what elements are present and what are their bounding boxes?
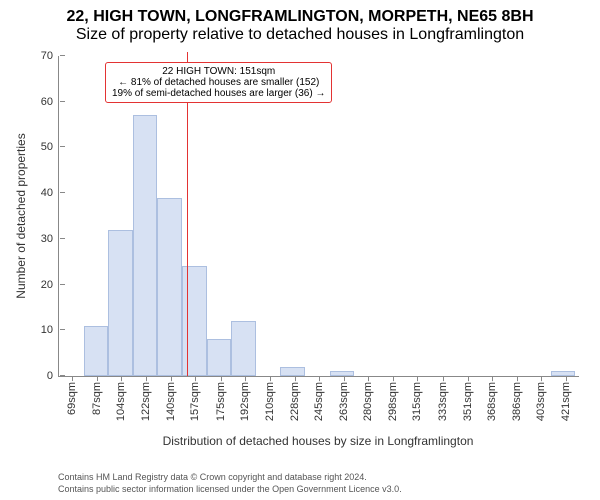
- x-tick: 403sqm: [535, 382, 547, 421]
- x-tick: 157sqm: [189, 382, 201, 421]
- plot-area: 01020304050607069sqm87sqm104sqm122sqm140…: [58, 56, 579, 377]
- x-tick: 140sqm: [165, 382, 177, 421]
- x-tick: 280sqm: [362, 382, 374, 421]
- x-tick: 386sqm: [511, 382, 523, 421]
- y-tick: 0: [47, 370, 59, 382]
- x-tick: 104sqm: [115, 382, 127, 421]
- annotation-box: 22 HIGH TOWN: 151sqm← 81% of detached ho…: [105, 62, 332, 103]
- x-tick: 315sqm: [411, 382, 423, 421]
- histogram-bar: [231, 321, 256, 376]
- x-tick: 228sqm: [289, 382, 301, 421]
- x-axis-label: Distribution of detached houses by size …: [58, 434, 578, 448]
- x-tick: 263sqm: [338, 382, 350, 421]
- y-tick: 50: [41, 141, 59, 153]
- histogram-bar: [207, 339, 232, 376]
- histogram-bar: [84, 326, 109, 376]
- histogram-bar: [108, 230, 133, 376]
- y-tick: 30: [41, 233, 59, 245]
- x-tick: 351sqm: [462, 382, 474, 421]
- chart-subtitle: Size of property relative to detached ho…: [0, 26, 600, 44]
- x-tick: 421sqm: [560, 382, 572, 421]
- histogram-bar: [133, 115, 158, 376]
- x-tick: 368sqm: [486, 382, 498, 421]
- x-tick: 333sqm: [437, 382, 449, 421]
- x-tick: 87sqm: [91, 382, 103, 415]
- x-tick: 69sqm: [66, 382, 78, 415]
- y-tick: 70: [41, 50, 59, 62]
- annotation-line-2: ← 81% of detached houses are smaller (15…: [112, 77, 325, 88]
- chart-title: 22, HIGH TOWN, LONGFRAMLINGTON, MORPETH,…: [0, 0, 600, 26]
- histogram-bar: [330, 371, 355, 376]
- x-tick: 192sqm: [239, 382, 251, 421]
- footer-line-1: Contains HM Land Registry data © Crown c…: [58, 472, 367, 482]
- y-tick: 40: [41, 187, 59, 199]
- x-tick: 175sqm: [215, 382, 227, 421]
- x-tick: 210sqm: [264, 382, 276, 421]
- annotation-line-3: 19% of semi-detached houses are larger (…: [112, 88, 325, 99]
- x-tick: 245sqm: [313, 382, 325, 421]
- y-tick: 10: [41, 324, 59, 336]
- y-axis-label: Number of detached properties: [14, 133, 28, 298]
- histogram-bar: [551, 371, 576, 376]
- y-tick: 20: [41, 279, 59, 291]
- histogram-bar: [280, 367, 305, 376]
- histogram-bar: [182, 266, 207, 376]
- x-tick: 298sqm: [387, 382, 399, 421]
- annotation-line-1: 22 HIGH TOWN: 151sqm: [112, 66, 325, 77]
- histogram-bar: [157, 198, 182, 376]
- x-tick: 122sqm: [140, 382, 152, 421]
- footer-line-2: Contains public sector information licen…: [58, 484, 402, 494]
- y-tick: 60: [41, 96, 59, 108]
